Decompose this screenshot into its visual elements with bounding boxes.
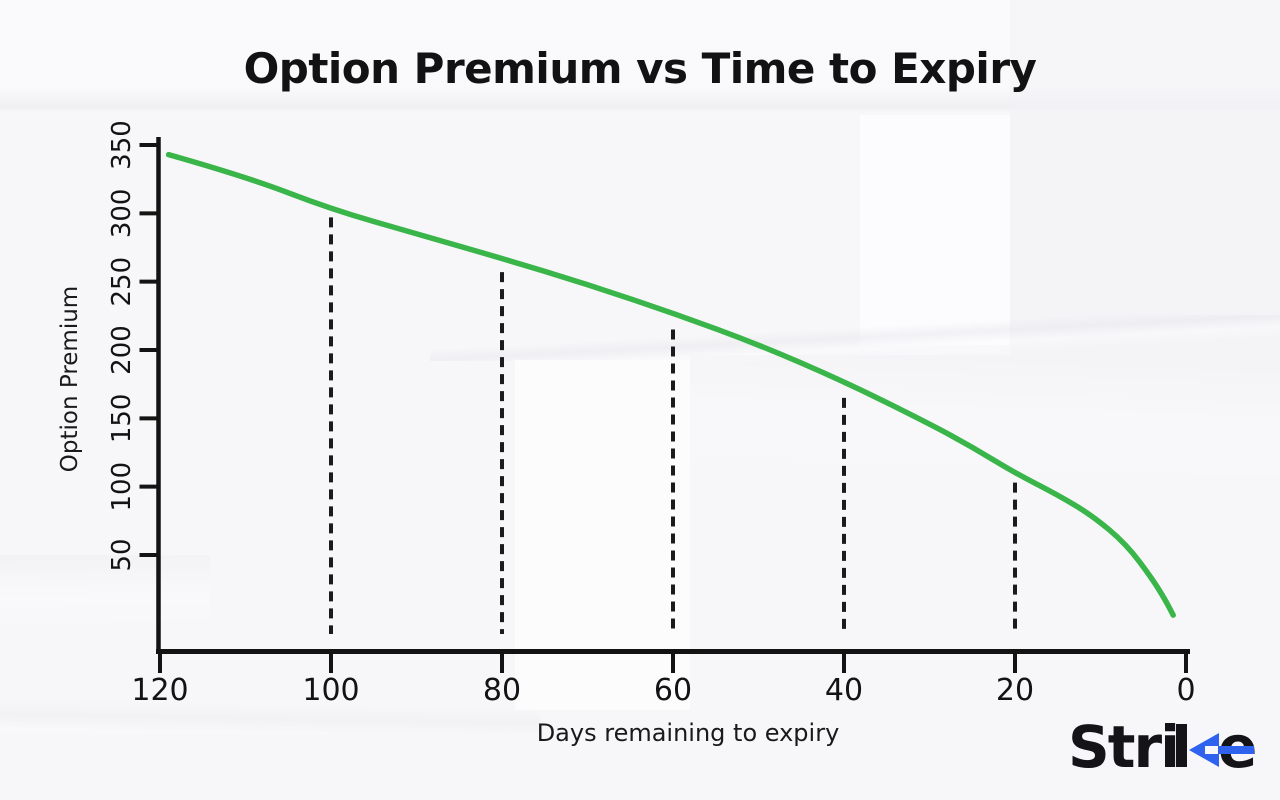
y-tick-label-150: 150 bbox=[107, 394, 137, 444]
x-tick-label-40: 40 bbox=[825, 673, 863, 708]
x-axis-title: Days remaining to expiry bbox=[536, 719, 840, 747]
y-tick-label-350: 350 bbox=[107, 120, 137, 170]
x-tick-label-0: 0 bbox=[1176, 673, 1195, 708]
y-tick-label-200: 200 bbox=[107, 325, 137, 375]
x-tick-label-100: 100 bbox=[302, 673, 359, 708]
chart-title: Option Premium vs Time to Expiry bbox=[243, 44, 1037, 93]
logo-e-crossbar bbox=[1218, 746, 1254, 754]
y-tick-label-250: 250 bbox=[107, 257, 137, 307]
x-tick-label-120: 120 bbox=[131, 673, 188, 708]
x-tick-label-80: 80 bbox=[483, 673, 521, 708]
logo-k-arrow-icon bbox=[1189, 733, 1219, 767]
x-tick-label-20: 20 bbox=[996, 673, 1034, 708]
y-axis-title: Option Premium bbox=[57, 285, 83, 473]
option-premium-curve bbox=[165, 151, 1176, 618]
logo-k-notch bbox=[1205, 746, 1219, 754]
strike-logo: Stri e bbox=[1068, 718, 1257, 780]
y-tick-label-100: 100 bbox=[107, 462, 137, 512]
y-tick-label-300: 300 bbox=[107, 189, 137, 239]
y-tick-label-50: 50 bbox=[107, 538, 137, 571]
x-tick-label-60: 60 bbox=[654, 673, 692, 708]
logo-text-stri: Stri bbox=[1068, 718, 1178, 780]
logo-k-stem bbox=[1176, 724, 1187, 767]
